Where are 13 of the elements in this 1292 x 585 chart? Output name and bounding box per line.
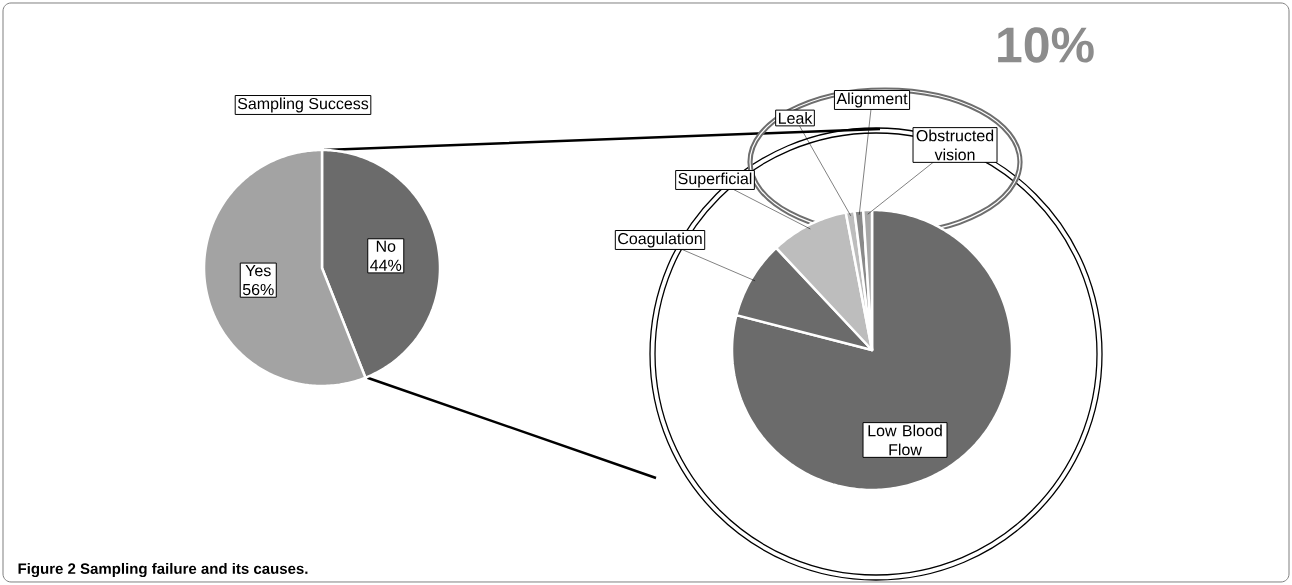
data-label: 56%: [242, 283, 274, 296]
data-label: 44%: [370, 259, 402, 271]
text: 10%: [998, 27, 1094, 63]
slice-label: Obstructed vision: [916, 129, 994, 161]
chart-title: Sampling Success: [237, 97, 369, 113]
slice-label: Coagulation: [618, 232, 702, 248]
caption: Figure 2 Sampling failure and its causes.: [18, 562, 308, 578]
slice-label: Yes: [245, 265, 271, 277]
slice-label: Superficial: [678, 172, 752, 188]
slice-label: No: [376, 240, 396, 252]
slice-label: Low Blood Flow: [868, 424, 942, 456]
slice-label: Alignment: [836, 92, 908, 108]
slice-label: Leak: [778, 112, 813, 124]
